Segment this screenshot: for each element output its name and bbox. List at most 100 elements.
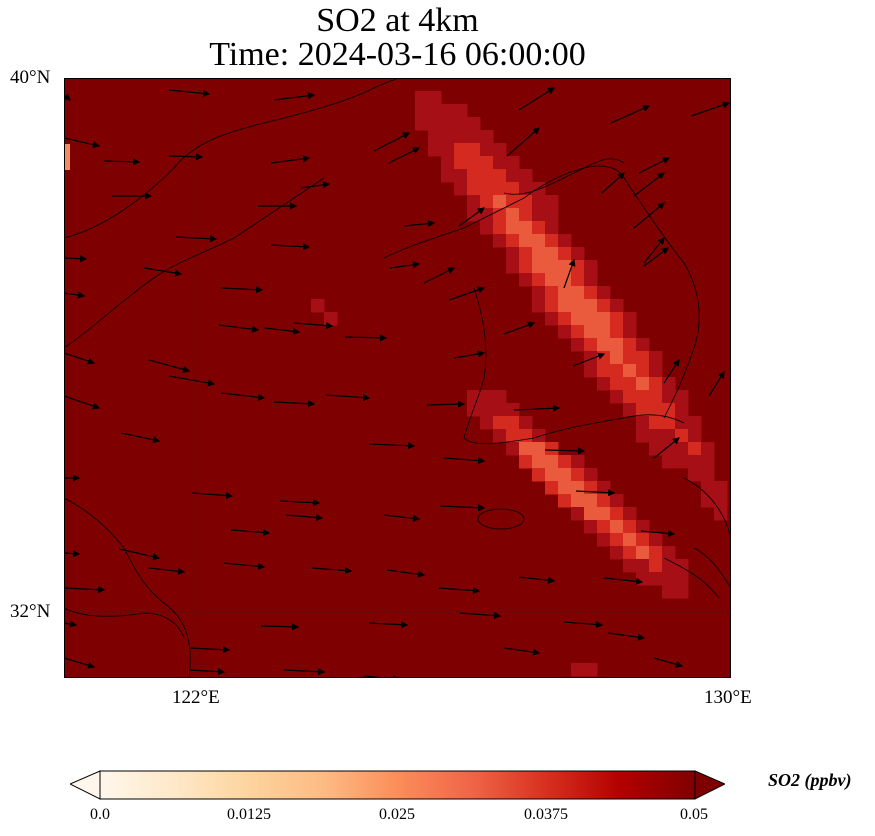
- coastline-korea-south: [533, 414, 685, 439]
- so2-plume-cell: [584, 351, 598, 365]
- so2-plume-cell: [493, 221, 507, 235]
- wind-vector: [148, 567, 186, 575]
- coastline-border: [503, 158, 625, 195]
- so2-plume-cell: [441, 143, 455, 157]
- so2-plume-cell: [675, 559, 689, 573]
- so2-plume-cell: [558, 468, 572, 482]
- so2-plume-cell: [558, 299, 572, 313]
- so2-plume-cell: [623, 312, 637, 326]
- so2-plume-cell: [545, 273, 559, 287]
- so2-plume-cell: [506, 416, 520, 430]
- so2-plume-cell: [545, 286, 559, 300]
- so2-plume-cell: [636, 559, 650, 573]
- so2-plume-cell: [623, 559, 637, 573]
- wind-vector: [220, 286, 264, 294]
- so2-plume-cell: [545, 468, 559, 482]
- so2-plume-cell: [558, 325, 572, 339]
- coastline-north: [64, 78, 400, 239]
- so2-plume-cell: [506, 156, 520, 170]
- so2-plume-cell: [558, 494, 572, 508]
- so2-plume-cell: [545, 442, 559, 456]
- so2-plume-cell: [506, 182, 520, 196]
- so2-plume-cell: [532, 234, 546, 248]
- so2-plume-cell: [597, 286, 611, 300]
- so2-plume-cell: [584, 364, 598, 378]
- colorbar-graphic: [70, 770, 725, 800]
- wind-vector: [188, 668, 226, 676]
- so2-plume-cell: [623, 338, 637, 352]
- so2-plume-cell: [649, 416, 663, 430]
- so2-plume-cell: [610, 325, 624, 339]
- so2-plume-cell: [714, 494, 728, 508]
- so2-plume-cell: [532, 182, 546, 196]
- so2-plume-cell: [480, 390, 494, 404]
- so2-plume-cell: [649, 429, 663, 443]
- wind-vector: [270, 155, 311, 164]
- so2-plume-cell: [415, 104, 429, 118]
- lat-tick-40n: 40°N: [10, 67, 51, 88]
- wind-vector: [426, 400, 466, 408]
- so2-plume-cell: [610, 507, 624, 521]
- so2-plume-cell: [532, 299, 546, 313]
- so2-plume-cell: [571, 299, 585, 313]
- so2-plume-cell: [506, 403, 520, 417]
- so2-plume-cell: [454, 143, 468, 157]
- so2-plume-cell: [623, 325, 637, 339]
- so2-plume-cell: [662, 416, 676, 430]
- so2-plume-cell: [532, 208, 546, 222]
- so2-plume-cell: [467, 130, 481, 144]
- so2-plume-cell: [636, 533, 650, 547]
- so2-plume-cell: [597, 338, 611, 352]
- wind-vector: [64, 657, 96, 669]
- so2-plume-cell: [467, 195, 481, 209]
- so2-plume-cell: [597, 351, 611, 365]
- so2-plume-cell: [415, 91, 429, 105]
- so2-plume-cell: [649, 533, 663, 547]
- so2-plume-cell: [584, 273, 598, 287]
- so2-plume-cell: [636, 572, 650, 586]
- so2-plume-cell: [584, 663, 598, 677]
- so2-plume-cell: [428, 117, 442, 131]
- so2-plume-cell: [506, 221, 520, 235]
- so2-plume-cell: [428, 130, 442, 144]
- so2-plume-cell: [623, 507, 637, 521]
- so2-plume-cell: [714, 481, 728, 495]
- so2-plume-cell: [467, 143, 481, 157]
- so2-plume-cell: [467, 156, 481, 170]
- so2-plume-cell: [545, 455, 559, 469]
- so2-plume-cell: [532, 195, 546, 209]
- so2-plume-cell: [584, 260, 598, 274]
- so2-plume-cell: [610, 390, 624, 404]
- so2-plume-cell: [493, 390, 507, 404]
- wind-vector: [438, 586, 481, 595]
- so2-plume-cell: [636, 338, 650, 352]
- so2-plume-cell: [467, 182, 481, 196]
- wind-vector: [64, 550, 81, 558]
- so2-plume-cell: [649, 390, 663, 404]
- wind-vector: [518, 576, 556, 584]
- so2-plume-cell: [623, 390, 637, 404]
- wind-vector: [459, 611, 502, 620]
- so2-plume-cell: [597, 325, 611, 339]
- so2-plume-cell: [441, 169, 455, 183]
- so2-plume-cell: [649, 403, 663, 417]
- wind-vector: [283, 668, 326, 676]
- so2-plume-cell: [584, 468, 598, 482]
- wind-vector: [638, 157, 671, 174]
- so2-plume-cell: [636, 390, 650, 404]
- so2-plume-cell: [662, 377, 676, 391]
- so2-plume-cell: [675, 416, 689, 430]
- so2-plume-cell: [493, 234, 507, 248]
- so2-plume-cell: [467, 169, 481, 183]
- so2-plume-cell: [441, 104, 455, 118]
- so2-plume-cell: [649, 559, 663, 573]
- wind-vector: [118, 548, 161, 561]
- so2-plume-cell: [506, 195, 520, 209]
- so2-plume-cell: [480, 403, 494, 417]
- wind-vector: [293, 321, 334, 330]
- so2-plume-cell: [519, 455, 533, 469]
- so2-plume-cell: [532, 468, 546, 482]
- so2-plume-cell: [597, 520, 611, 534]
- so2-plume-cell: [454, 182, 468, 196]
- so2-plume-cell: [480, 156, 494, 170]
